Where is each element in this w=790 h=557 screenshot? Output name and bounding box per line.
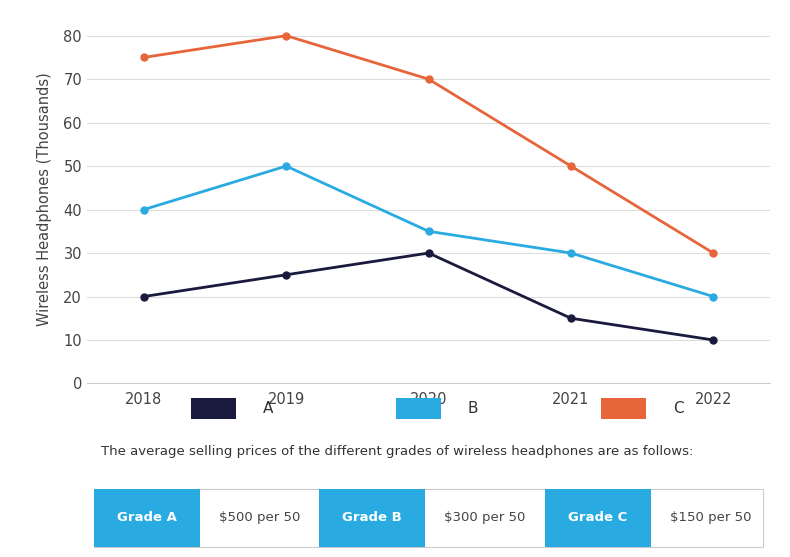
Text: B: B	[468, 400, 479, 416]
Text: Grade A: Grade A	[117, 511, 177, 524]
Text: The average selling prices of the different grades of wireless headphones are as: The average selling prices of the differ…	[100, 445, 693, 458]
Bar	[191, 398, 235, 419]
Bar	[545, 488, 651, 546]
Bar	[396, 398, 441, 419]
Bar	[94, 488, 763, 546]
Y-axis label: Wireless Headphones (Thousands): Wireless Headphones (Thousands)	[37, 72, 52, 326]
Bar	[601, 398, 645, 419]
Text: C: C	[673, 400, 683, 416]
Bar	[94, 488, 200, 546]
Text: $500 per 50: $500 per 50	[219, 511, 300, 524]
Text: Grade C: Grade C	[568, 511, 627, 524]
Bar	[319, 488, 425, 546]
Text: A: A	[263, 400, 273, 416]
Text: $300 per 50: $300 per 50	[444, 511, 525, 524]
Text: $150 per 50: $150 per 50	[670, 511, 751, 524]
Text: Grade B: Grade B	[342, 511, 402, 524]
